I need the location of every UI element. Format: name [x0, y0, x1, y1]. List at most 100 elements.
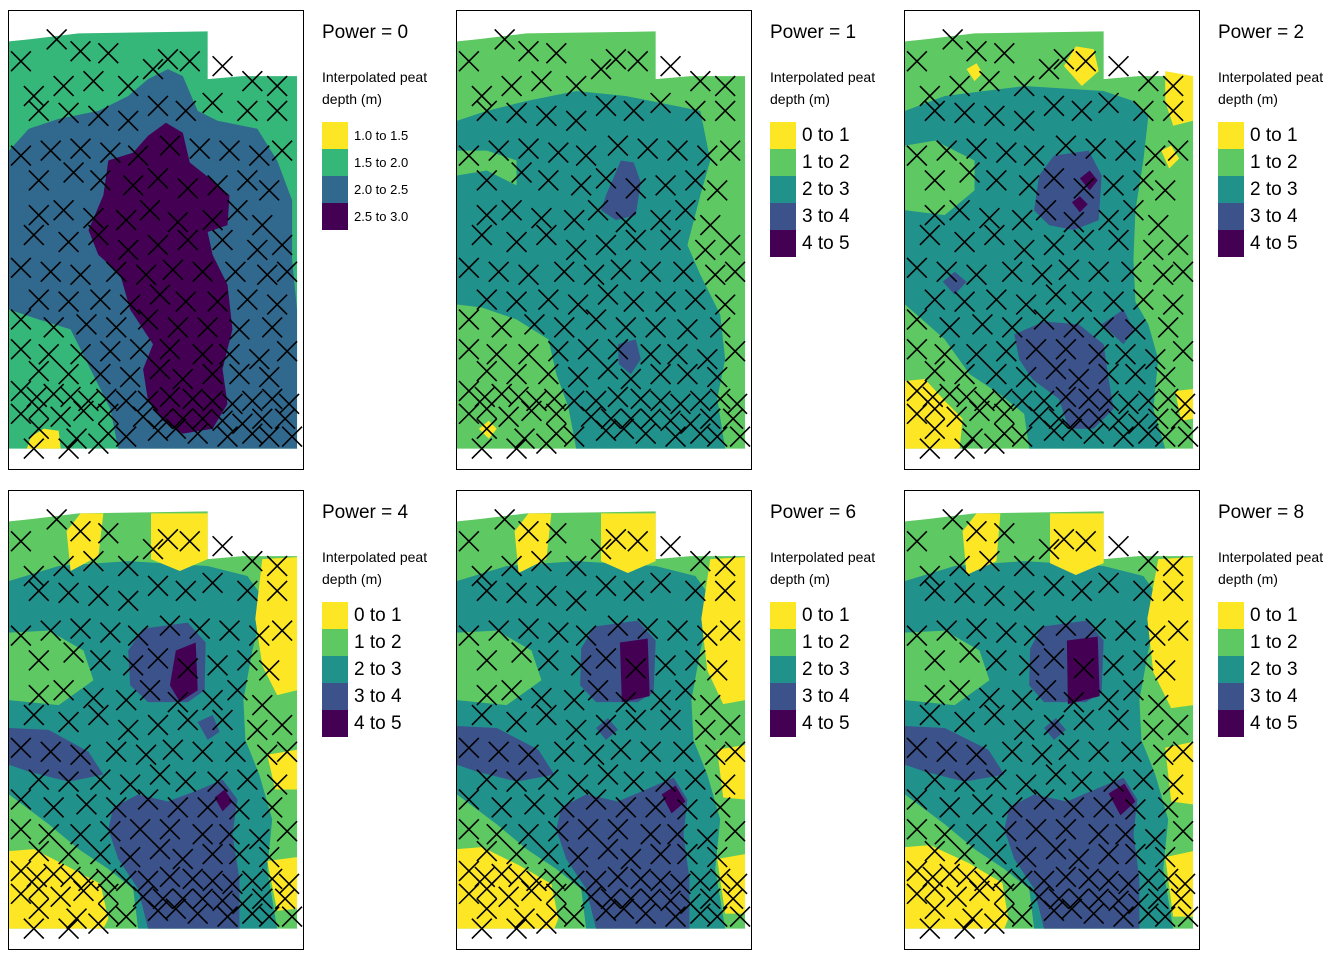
x-cross-icon: [640, 261, 662, 283]
x-cross-icon: [212, 890, 234, 912]
legend-label: 4 to 5: [1250, 712, 1298, 734]
x-cross-icon: [1015, 294, 1037, 316]
map-region-0-to-1: [1165, 741, 1194, 805]
x-cross-icon: [471, 224, 493, 246]
x-cross-icon: [72, 400, 94, 422]
x-cross-icon: [494, 28, 516, 50]
legend-swatch: [770, 602, 796, 629]
x-cross-icon: [271, 620, 293, 642]
x-cross-icon: [458, 145, 480, 167]
x-cross-icon: [10, 257, 32, 279]
x-cross-icon: [1085, 618, 1107, 640]
x-cross-icon: [650, 689, 672, 711]
x-cross-icon: [1137, 70, 1159, 92]
x-cross-icon: [28, 169, 50, 191]
x-cross-icon: [28, 878, 50, 900]
x-cross-icon: [971, 313, 993, 335]
x-cross-icon: [1152, 264, 1174, 286]
x-cross-icon: [159, 135, 181, 157]
x-cross-icon: [162, 739, 184, 761]
x-cross-icon: [684, 649, 706, 671]
legend-swatch: [322, 176, 348, 203]
x-cross-icon: [1167, 714, 1189, 736]
x-cross-icon: [1132, 580, 1154, 602]
x-cross-icon: [676, 843, 698, 865]
map-panel-power-0: Power = 0 Interpolated peat depth (m) 1.…: [0, 0, 448, 480]
legend-item: 1 to 2: [770, 629, 896, 656]
x-cross-icon: [547, 622, 569, 644]
x-cross-icon: [152, 408, 174, 430]
x-cross-icon: [488, 741, 510, 763]
x-cross-icon: [458, 50, 480, 72]
x-cross-icon: [535, 224, 557, 246]
x-cross-icon: [1170, 408, 1192, 430]
x-cross-icon: [595, 647, 617, 669]
x-cross-icon: [676, 363, 698, 385]
x-cross-icon: [1013, 239, 1035, 261]
x-cross-icon: [919, 565, 941, 587]
legend-label: 3 to 4: [1250, 685, 1298, 707]
x-cross-icon: [983, 913, 1005, 935]
legend-subtitle: Interpolated peat depth (m): [322, 66, 448, 110]
x-cross-icon: [684, 580, 706, 602]
x-cross-icon: [563, 209, 585, 231]
x-cross-icon: [1031, 264, 1053, 286]
x-cross-icon: [906, 403, 928, 425]
x-cross-icon: [565, 110, 587, 132]
x-cross-icon: [1075, 50, 1097, 72]
x-cross-icon: [607, 135, 629, 157]
x-cross-icon: [1142, 239, 1164, 261]
x-cross-icon: [985, 169, 1007, 191]
legend-swatch: [770, 710, 796, 737]
x-cross-icon: [623, 291, 645, 313]
map-region-4-to-5: [1079, 170, 1098, 191]
x-cross-icon: [23, 224, 45, 246]
x-cross-icon: [615, 211, 637, 233]
x-cross-icon: [1078, 868, 1100, 890]
x-cross-icon: [28, 898, 50, 920]
x-cross-icon: [10, 860, 32, 882]
legend: Power = 6 Interpolated peat depth (m) 0 …: [770, 502, 896, 737]
x-cross-icon: [1083, 423, 1105, 445]
x-cross-icon: [159, 386, 181, 408]
x-cross-icon: [978, 550, 1000, 572]
x-cross-icon: [1013, 590, 1035, 612]
x-cross-icon: [625, 657, 647, 679]
x-cross-icon: [458, 818, 480, 840]
legend-swatch: [770, 629, 796, 656]
x-cross-icon: [1154, 906, 1176, 928]
x-cross-icon: [97, 42, 119, 64]
x-cross-icon: [699, 888, 721, 910]
x-cross-icon: [175, 100, 197, 122]
x-cross-icon: [248, 828, 270, 850]
legend-swatch: [322, 710, 348, 737]
x-cross-icon: [545, 522, 567, 544]
x-cross-icon: [906, 380, 928, 402]
x-cross-icon: [570, 174, 592, 196]
x-cross-icon: [23, 85, 45, 107]
x-cross-icon: [506, 231, 528, 253]
x-cross-icon: [722, 888, 744, 910]
x-cross-icon: [75, 793, 97, 815]
x-cross-icon: [1174, 873, 1196, 895]
x-cross-icon: [458, 308, 480, 330]
x-cross-icon: [50, 886, 72, 908]
x-cross-icon: [1088, 343, 1110, 365]
x-cross-icon: [704, 744, 726, 766]
x-cross-icon: [575, 625, 597, 647]
x-cross-icon: [488, 261, 510, 283]
x-cross-icon: [630, 388, 652, 410]
x-cross-icon: [949, 555, 971, 577]
x-cross-icon: [545, 403, 567, 425]
x-cross-icon: [471, 565, 493, 587]
legend-item: 1 to 2: [770, 149, 896, 176]
x-cross-icon: [655, 174, 677, 196]
legend-item: 3 to 4: [770, 203, 896, 230]
x-cross-icon: [10, 530, 32, 552]
x-cross-icon: [177, 229, 199, 251]
map-region-3-to-4: [905, 725, 1005, 782]
legend-title: Power = 1: [770, 22, 857, 43]
x-cross-icon: [1071, 100, 1093, 122]
x-cross-icon: [192, 823, 214, 845]
map-region-2-to-3: [457, 91, 726, 449]
